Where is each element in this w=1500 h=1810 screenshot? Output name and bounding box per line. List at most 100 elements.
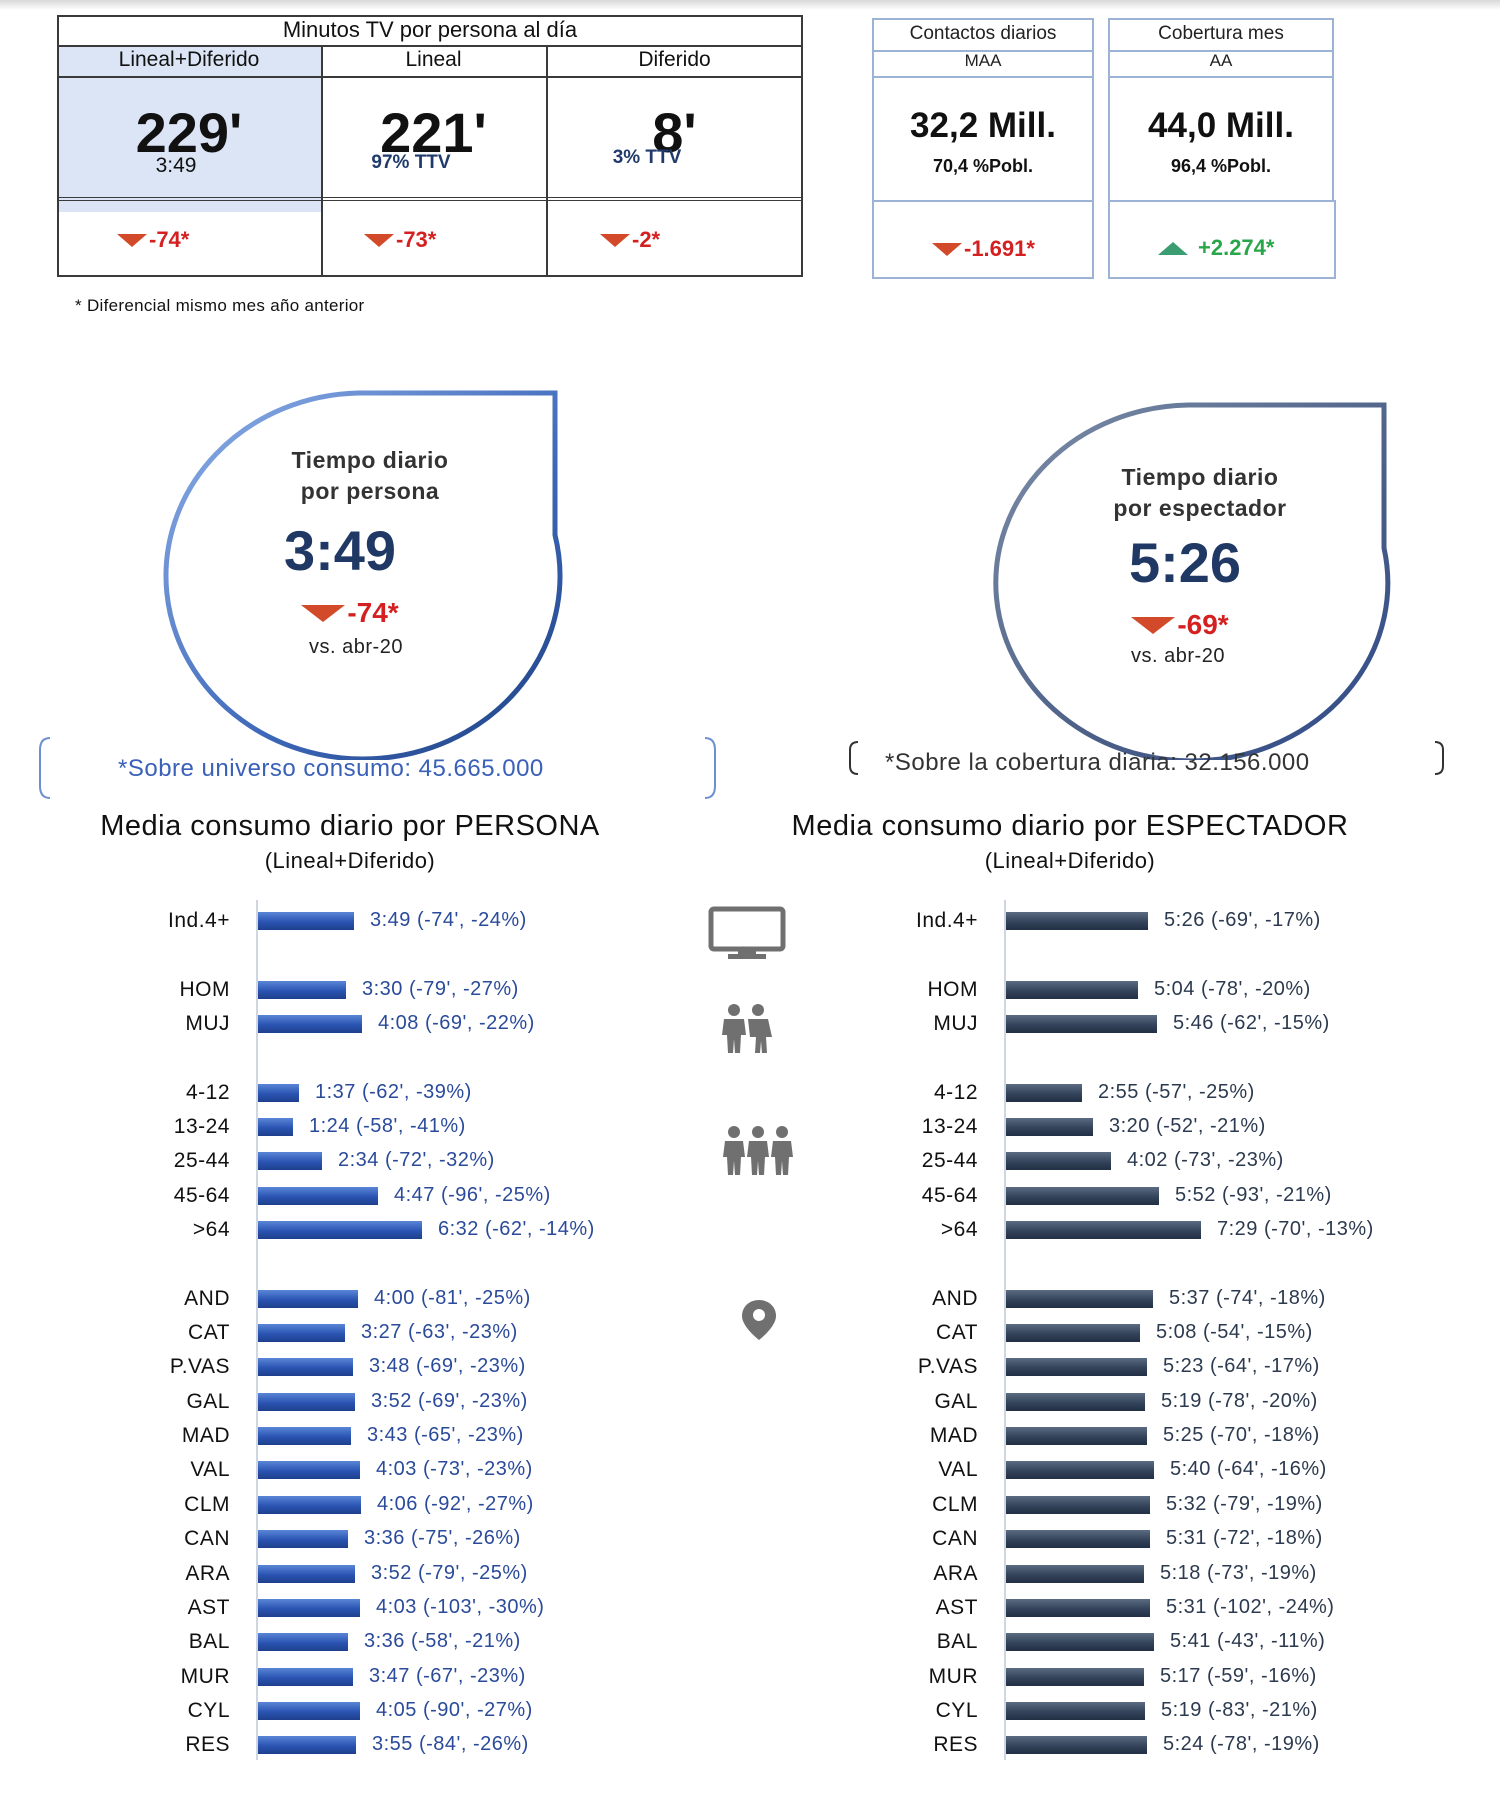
category-label: CAN — [184, 1527, 230, 1550]
bar — [258, 1084, 299, 1102]
data-label: 4:03 (-103', -30%) — [376, 1596, 545, 1618]
bar — [258, 1187, 378, 1205]
drop-espectador-vs: vs. abr-20 — [1131, 645, 1225, 667]
bar — [258, 1118, 293, 1136]
col-header-lineal-diferido: Lineal+Diferido — [118, 48, 260, 71]
data-label: 4:06 (-92', -27%) — [377, 1493, 534, 1515]
category-label: 4-12 — [933, 1081, 978, 1104]
delta-value: -2* — [632, 227, 661, 252]
contactos-card-bottom — [872, 200, 1094, 279]
bar — [1006, 912, 1148, 930]
data-label: 5:40 (-64', -16%) — [1170, 1458, 1327, 1480]
bar — [1006, 1565, 1144, 1583]
data-label: 3:43 (-65', -23%) — [367, 1424, 524, 1446]
delta-value: -73* — [396, 227, 437, 252]
category-label: ARA — [185, 1562, 230, 1585]
bar — [1006, 1221, 1201, 1239]
delta-value: +2.274* — [1198, 235, 1275, 260]
category-label: CAT — [188, 1321, 230, 1344]
delta-diferido: -2* — [600, 227, 660, 253]
bar — [1006, 1187, 1159, 1205]
drop-shapes — [163, 390, 1391, 760]
bar — [258, 1599, 360, 1617]
delta-value: -74* — [149, 227, 190, 252]
contactos-pobl: 70,4 %Pobl. — [932, 156, 1034, 176]
category-label: CLM — [184, 1493, 230, 1516]
category-label: GAL — [186, 1390, 230, 1413]
section-right-subtitle: (Lineal+Diferido) — [984, 848, 1156, 873]
divider — [872, 76, 1094, 78]
data-label: 4:02 (-73', -23%) — [1127, 1149, 1284, 1171]
down-arrow-icon — [117, 233, 147, 247]
cobertura-title: Cobertura mes — [1158, 23, 1284, 44]
divider — [1108, 50, 1334, 52]
data-label: 6:32 (-62', -14%) — [438, 1218, 595, 1240]
bar — [258, 981, 346, 999]
data-label: 5:24 (-78', -19%) — [1163, 1733, 1320, 1755]
category-label: CYL — [187, 1699, 230, 1722]
highlight-cell — [59, 47, 321, 212]
category-label: VAL — [190, 1458, 230, 1481]
sub-lineal-diferido: 3:49 — [155, 154, 197, 177]
top-shadow — [0, 0, 1500, 10]
category-label: BAL — [188, 1630, 230, 1653]
data-label: 5:31 (-102', -24%) — [1166, 1596, 1335, 1618]
bar — [258, 1427, 351, 1445]
data-label: 3:55 (-84', -26%) — [372, 1733, 529, 1755]
category-label: 25-44 — [173, 1149, 230, 1172]
bar — [1006, 1633, 1154, 1651]
data-label: 5:08 (-54', -15%) — [1156, 1321, 1313, 1343]
col-header-diferido: Diferido — [638, 48, 711, 71]
bar — [258, 1736, 356, 1754]
bar — [258, 1358, 353, 1376]
cobertura-delta: +2.274* — [1158, 235, 1274, 261]
category-label: VAL — [938, 1458, 978, 1481]
bar — [1006, 1736, 1147, 1754]
data-label: 3:52 (-79', -25%) — [371, 1562, 528, 1584]
bar — [258, 1565, 355, 1583]
section-left-subtitle: (Lineal+Diferido) — [264, 848, 436, 873]
data-label: 5:26 (-69', -17%) — [1164, 909, 1321, 931]
bar — [1006, 1084, 1082, 1102]
cobertura-subtitle: AA — [1209, 51, 1233, 70]
down-arrow-icon — [301, 604, 346, 622]
category-label: RES — [185, 1733, 230, 1756]
category-label: Ind.4+ — [168, 909, 230, 932]
category-label: CLM — [932, 1493, 978, 1516]
bar — [1006, 1324, 1140, 1342]
divider — [1108, 76, 1334, 78]
bar — [1006, 1393, 1145, 1411]
divider — [57, 76, 803, 78]
bar — [1006, 1290, 1153, 1308]
bar — [258, 1702, 360, 1720]
bar — [1006, 1702, 1145, 1720]
drop-persona-outline — [163, 390, 563, 760]
category-label: BAL — [936, 1630, 978, 1653]
data-label: 5:41 (-43', -11%) — [1170, 1630, 1326, 1652]
bar — [258, 1324, 345, 1342]
data-label: 3:27 (-63', -23%) — [361, 1321, 518, 1343]
category-label: MUJ — [933, 1012, 978, 1035]
bar — [1006, 1530, 1150, 1548]
data-label: 5:04 (-78', -20%) — [1154, 978, 1311, 1000]
group-icon — [723, 1126, 793, 1175]
data-label: 1:37 (-62', -39%) — [315, 1081, 472, 1103]
delta-lineal-diferido: -74* — [117, 227, 189, 253]
bar — [258, 1530, 348, 1548]
footnote: * Diferencial mismo mes año anterior — [75, 296, 365, 315]
bar — [1006, 1496, 1150, 1514]
bar — [258, 1221, 422, 1239]
category-label: 45-64 — [173, 1184, 230, 1207]
data-label: 5:37 (-74', -18%) — [1169, 1287, 1326, 1309]
category-label: AST — [187, 1596, 230, 1619]
bar — [258, 1393, 355, 1411]
down-arrow-icon — [600, 233, 630, 247]
category-label: CAN — [932, 1527, 978, 1550]
tv-icon — [708, 906, 786, 959]
sub-lineal: 97% TTV — [371, 152, 451, 173]
data-label: 5:23 (-64', -17%) — [1163, 1355, 1320, 1377]
divider — [321, 45, 323, 277]
data-label: 5:19 (-83', -21%) — [1161, 1699, 1318, 1721]
chart-axis — [1004, 900, 1006, 1760]
value-lineal: 221' — [380, 101, 487, 164]
